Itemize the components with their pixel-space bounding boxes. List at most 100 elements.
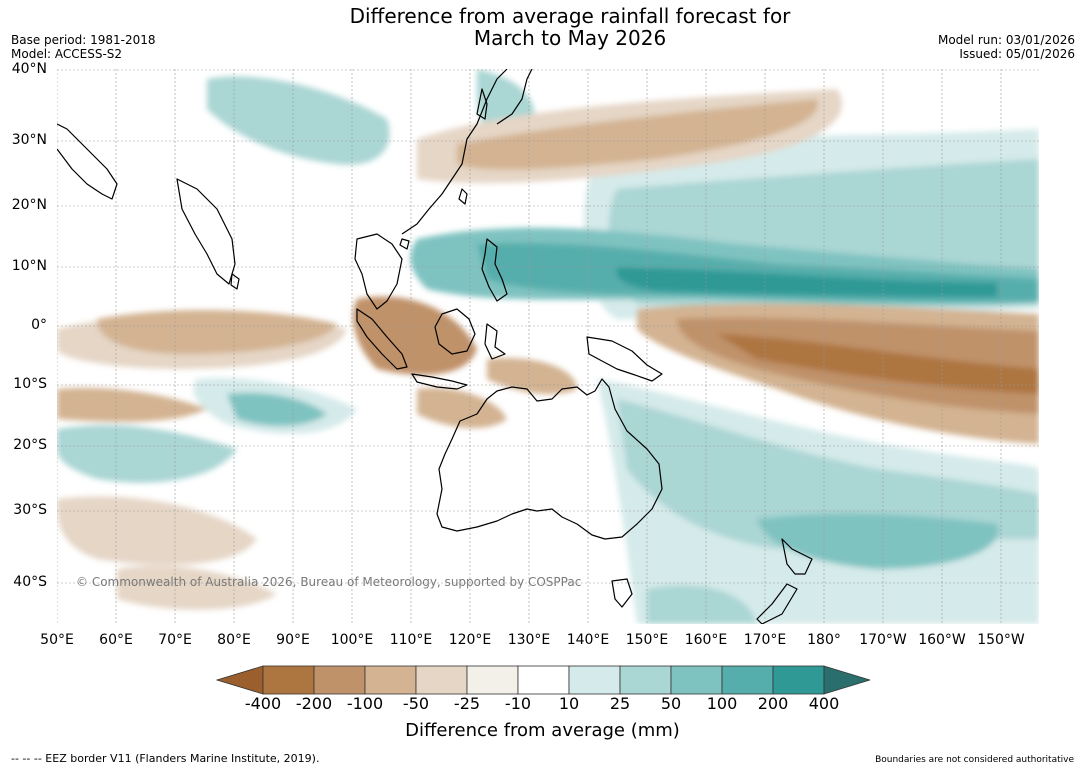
legend-tick: 400 — [808, 694, 840, 713]
issued-date: Issued: 05/01/2026 — [959, 47, 1075, 61]
japan-coastline — [496, 69, 533, 125]
title-line-1: Difference from average rainfall forecas… — [349, 4, 791, 28]
lat-label-40s: 40°S — [13, 574, 47, 590]
arabia-coastline — [57, 123, 118, 200]
legend-tick: -200 — [295, 694, 333, 713]
colorbar-swatch — [772, 665, 825, 695]
lon-label-70e: 70°E — [158, 632, 192, 648]
colorbar-swatch — [364, 665, 417, 695]
anomaly-south-pacific-mid — [617, 399, 1039, 549]
anomaly-tasman-wet — [647, 585, 757, 624]
colorbar-swatch — [313, 665, 366, 695]
model-name: Model: ACCESS-S2 — [11, 47, 123, 61]
lon-label-110e: 110°E — [389, 632, 433, 648]
lon-label-90e: 90°E — [276, 632, 310, 648]
sulawesi-coastline — [484, 323, 506, 360]
anomaly-south-indian-wet — [57, 425, 237, 483]
legend-tick: 25 — [609, 694, 631, 713]
lat-label-0: 0° — [31, 317, 47, 333]
colorbar-swatch — [619, 665, 672, 695]
lon-label-140e: 140°E — [566, 632, 610, 648]
lat-label-40n: 40°N — [11, 61, 47, 77]
rainfall-map — [57, 69, 1039, 624]
lon-label-170w: 170°W — [859, 632, 907, 648]
boundaries-disclaimer: Boundaries are not considered authoritat… — [875, 755, 1074, 765]
lat-label-20s: 20°S — [13, 437, 47, 453]
lon-label-130e: 130°E — [507, 632, 551, 648]
indochina-coastline — [354, 233, 403, 310]
copyright-notice: © Commonwealth of Australia 2026, Bureau… — [76, 575, 582, 589]
colorbar-swatches — [215, 665, 872, 695]
lon-label-120e: 120°E — [448, 632, 492, 648]
borneo-coastline — [434, 308, 476, 355]
anomaly-north-dry-inner — [457, 99, 818, 170]
legend-colorbar — [215, 664, 872, 696]
lon-label-180: 180° — [807, 632, 841, 648]
lon-label-100e: 100°E — [330, 632, 374, 648]
india-coastline — [176, 178, 236, 285]
coastlines — [57, 69, 813, 624]
legend-tick: -25 — [453, 694, 481, 713]
philippines-coastline — [481, 238, 508, 302]
colorbar-swatch — [466, 665, 519, 695]
anomaly-wet-band-core — [616, 267, 997, 297]
base-period: Base period: 1981-2018 — [11, 33, 156, 47]
model-info: Base period: 1981-2018 Model: ACCESS-S2 — [11, 33, 156, 61]
colorbar-swatch — [517, 665, 570, 695]
lat-label-10s: 10°S — [13, 376, 47, 392]
new-zealand-north — [781, 538, 813, 575]
run-info: Model run: 03/01/2026 Issued: 05/01/2026 — [938, 33, 1075, 61]
anomaly-southern-ocean-dry — [57, 496, 257, 565]
legend-tick: -50 — [402, 694, 430, 713]
colorbar-swatch — [670, 665, 723, 695]
lon-label-50e: 50°E — [40, 632, 74, 648]
australia-coastline — [436, 378, 663, 540]
map-canvas — [57, 69, 1039, 624]
chart-title: Difference from average rainfall forecas… — [0, 5, 1085, 49]
legend-axis-label: Difference from average (mm) — [405, 720, 680, 741]
rainfall-anomaly-field — [57, 69, 1039, 624]
legend-tick: 50 — [660, 694, 682, 713]
new-zealand-south — [756, 583, 798, 624]
colorbar-swatch — [262, 665, 315, 695]
colorbar-extend-low — [215, 665, 264, 695]
model-run: Model run: 03/01/2026 — [937, 33, 1075, 47]
legend-tick: -10 — [504, 694, 532, 713]
anomaly-west-aus-dry — [417, 388, 507, 429]
colorbar-swatch — [568, 665, 621, 695]
lat-label-30n: 30°N — [11, 132, 47, 148]
eez-border-note: -- -- -- EEZ border V11 (Flanders Marine… — [11, 752, 320, 765]
colorbar-svg — [215, 665, 872, 695]
anomaly-central-pacific-dry-core — [717, 334, 1039, 394]
legend-tick: -400 — [244, 694, 282, 713]
lon-label-60e: 60°E — [99, 632, 133, 648]
legend-tick: 10 — [558, 694, 580, 713]
anomaly-east-asia-wet — [207, 76, 390, 165]
legend-tick: 100 — [706, 694, 738, 713]
java-coastline — [411, 373, 468, 390]
lat-label-10n: 10°N — [11, 258, 47, 274]
hainan-coastline — [399, 238, 410, 250]
new-guinea-coastline — [586, 336, 663, 382]
anomaly-south-dry-2 — [117, 565, 277, 610]
lon-label-150e: 150°E — [625, 632, 669, 648]
lon-label-160e: 160°E — [684, 632, 728, 648]
lon-label-150w: 150°W — [977, 632, 1025, 648]
tasmania-coastline — [611, 578, 633, 608]
lat-label-20n: 20°N — [11, 197, 47, 213]
colorbar-swatch — [721, 665, 774, 695]
lon-label-160w: 160°W — [918, 632, 966, 648]
colorbar-swatch — [415, 665, 468, 695]
lon-label-170e: 170°E — [743, 632, 787, 648]
lat-label-30s: 30°S — [13, 502, 47, 518]
sumatra-coastline — [356, 308, 408, 370]
title-line-2: March to May 2026 — [473, 26, 667, 50]
lon-label-80e: 80°E — [217, 632, 251, 648]
anomaly-indian-dry-inner — [97, 309, 337, 354]
anomaly-south-indian-dry — [57, 387, 207, 422]
taiwan-coastline — [458, 188, 468, 205]
anomaly-indian-wet — [227, 392, 327, 426]
legend-tick: 200 — [757, 694, 789, 713]
korea-coastline — [476, 88, 488, 120]
anomaly-south-pacific-wet — [757, 513, 999, 569]
